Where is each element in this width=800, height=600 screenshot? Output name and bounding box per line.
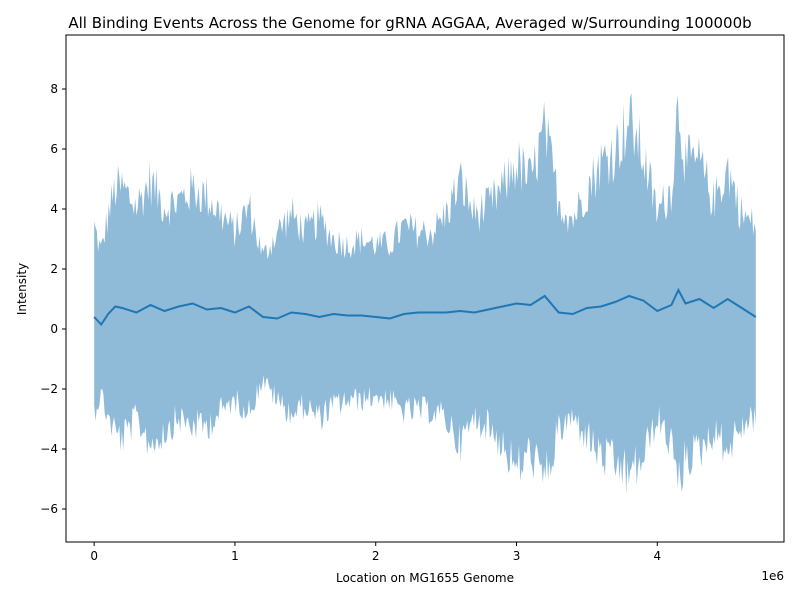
x-tick-label: 0	[90, 549, 98, 563]
y-tick-label: 2	[50, 262, 58, 276]
y-tick-label: −4	[40, 442, 58, 456]
x-offset-label: 1e6	[761, 569, 784, 583]
y-tick-label: 4	[50, 202, 58, 216]
y-tick-label: −6	[40, 502, 58, 516]
x-tick-label: 2	[372, 549, 380, 563]
y-tick-label: 8	[50, 82, 58, 96]
y-axis: −6 −4 −2 0 2 4 6 8	[40, 82, 66, 516]
y-axis-label: Intensity	[15, 263, 29, 315]
std-band	[94, 93, 756, 495]
x-tick-label: 4	[653, 549, 661, 563]
y-tick-label: 0	[50, 322, 58, 336]
y-tick-label: −2	[40, 382, 58, 396]
x-tick-label: 3	[513, 549, 521, 563]
y-tick-label: 6	[50, 142, 58, 156]
x-tick-label: 1	[231, 549, 239, 563]
x-axis: 0 1 2 3 4	[90, 542, 661, 563]
plot-area	[93, 93, 757, 495]
axes-frame	[65, 34, 785, 543]
x-axis-label: Location on MG1655 Genome	[336, 571, 514, 585]
chart-title: All Binding Events Across the Genome for…	[68, 14, 751, 32]
